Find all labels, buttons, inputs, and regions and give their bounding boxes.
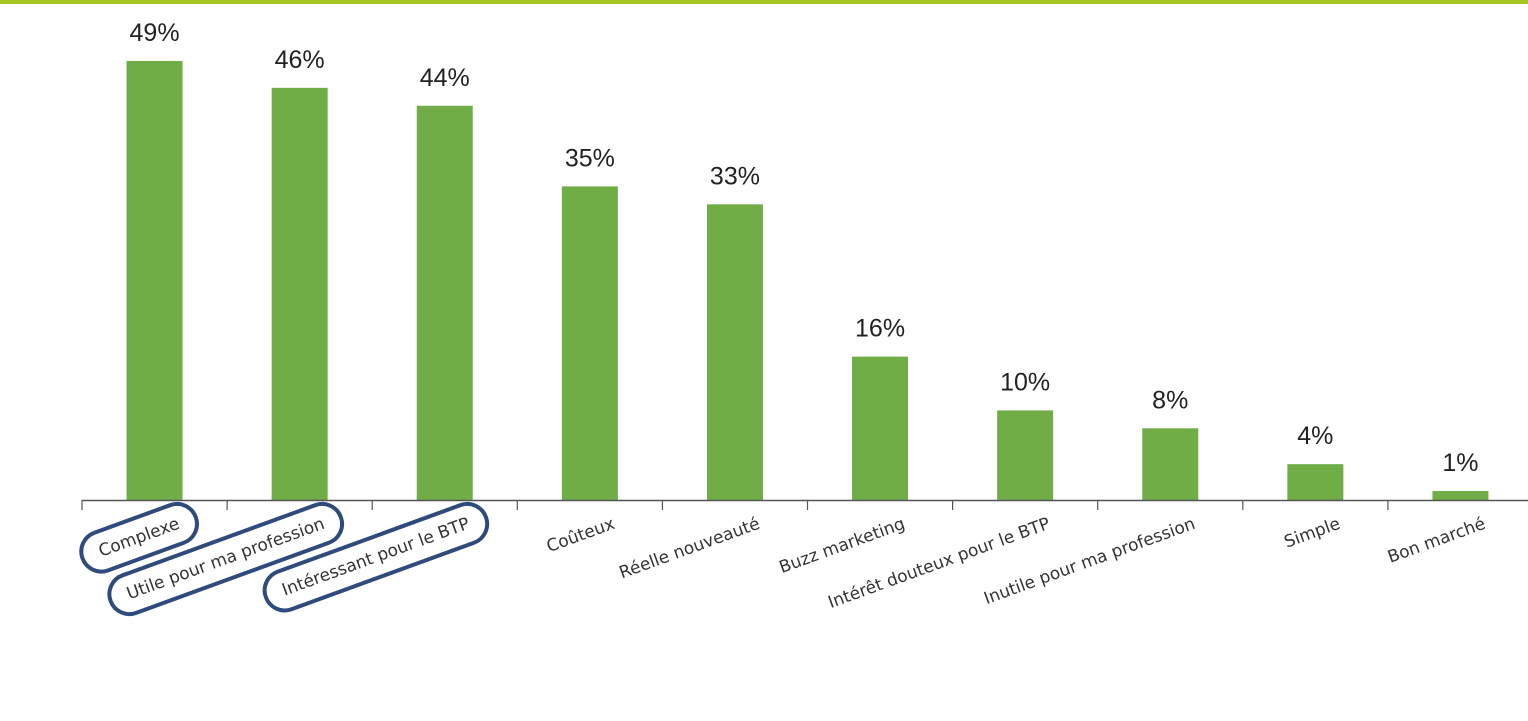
value-label: 16% [855, 315, 905, 343]
bar-9 [1287, 464, 1344, 500]
bar-7 [997, 410, 1054, 500]
value-label: 44% [420, 64, 470, 92]
bars-layer [126, 60, 1489, 501]
value-labels-layer: 49% 46% 44% 35% 33% 16% 10% 8% 4% 1% [130, 19, 1479, 477]
bar-2 [271, 87, 328, 500]
value-label: 10% [1000, 368, 1050, 396]
value-label: 1% [1442, 449, 1478, 477]
bar-6 [852, 356, 909, 500]
value-label: 33% [710, 162, 760, 190]
category-label: Simple [1282, 514, 1343, 553]
bar-3 [416, 105, 473, 500]
bar-5 [706, 204, 763, 500]
value-label: 4% [1297, 422, 1333, 450]
category-label: Complexe [96, 514, 182, 562]
bar-4 [561, 186, 618, 500]
category-label: Coûteux [544, 514, 618, 557]
highlight-outline [79, 501, 199, 574]
value-label: 46% [275, 46, 325, 74]
bar-10 [1432, 491, 1489, 500]
highlight-outline [107, 501, 345, 617]
top-accent-rule [0, 0, 1528, 4]
value-label: 49% [130, 19, 180, 47]
value-label: 8% [1152, 386, 1188, 414]
category-label: Bon marché [1385, 514, 1488, 568]
category-label: Réelle nouveauté [617, 514, 763, 583]
bar-1 [126, 60, 183, 501]
x-axis [81, 499, 1528, 510]
category-label: Buzz marketing [777, 514, 908, 578]
highlight-outlines-layer [79, 501, 490, 617]
highlight-outline [262, 501, 490, 613]
bar-8 [1142, 428, 1199, 500]
value-label: 35% [565, 144, 615, 172]
